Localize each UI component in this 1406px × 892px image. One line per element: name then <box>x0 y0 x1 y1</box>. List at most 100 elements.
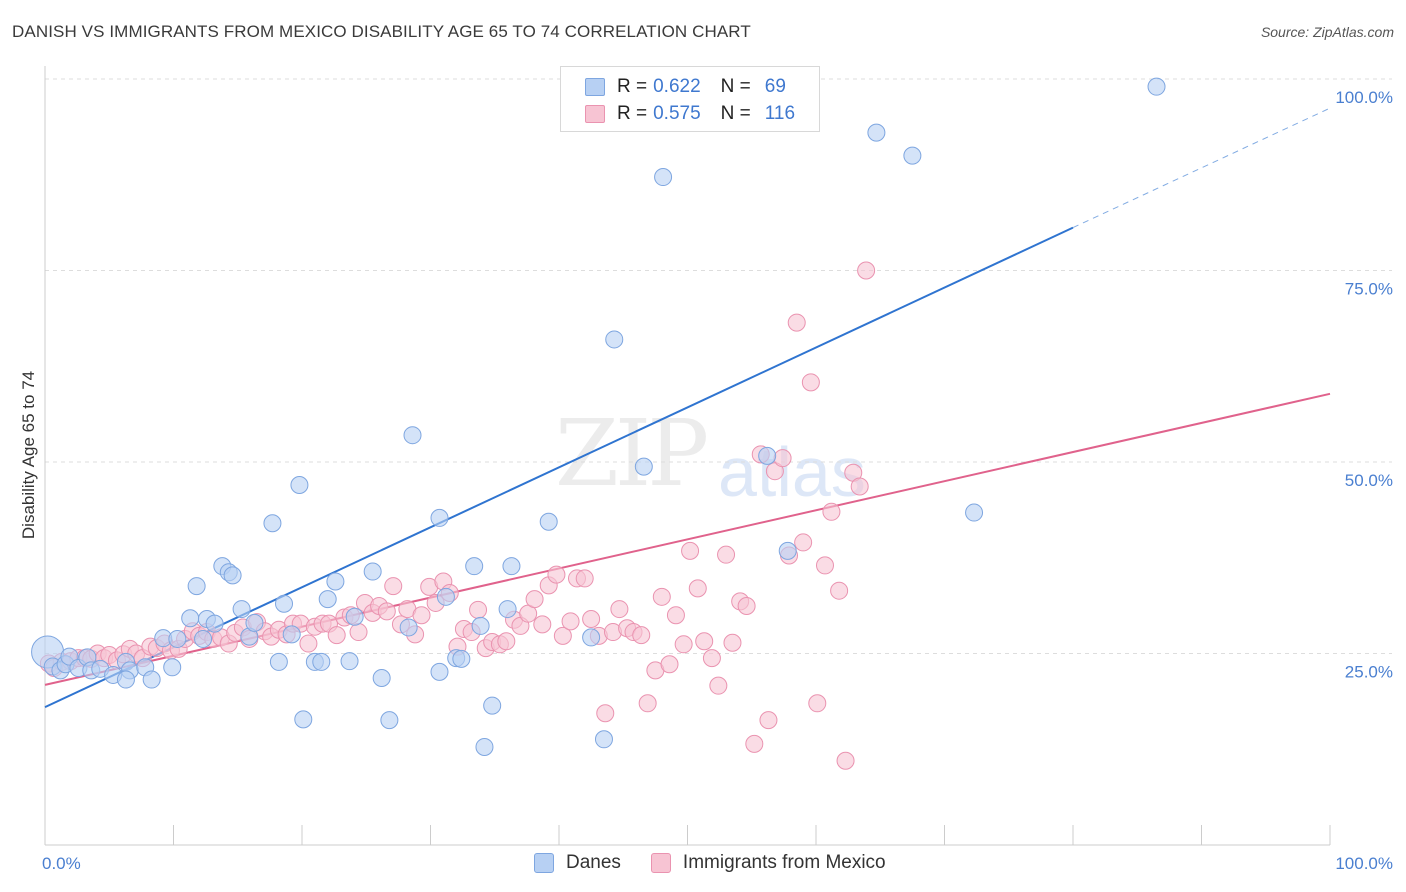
data-point-mexico <box>794 533 813 552</box>
data-point-mexico <box>745 734 764 753</box>
data-point-danes <box>275 594 294 613</box>
data-point-mexico <box>717 545 736 564</box>
data-point-danes <box>867 123 886 142</box>
data-point-danes <box>465 557 484 576</box>
legend-r-value: 0.575 <box>653 103 701 124</box>
data-point-danes <box>539 512 558 531</box>
chart-title: DANISH VS IMMIGRANTS FROM MEXICO DISABIL… <box>12 22 751 41</box>
data-point-mexico <box>547 565 566 584</box>
data-point-danes <box>1147 77 1166 96</box>
data-point-mexico <box>349 623 368 642</box>
trend-extension-danes <box>1072 107 1331 229</box>
bottom-legend: Danes Immigrants from Mexico <box>534 852 916 874</box>
data-point-danes <box>269 652 288 671</box>
legend-n-label: N = <box>720 76 751 97</box>
data-point-danes <box>142 670 161 689</box>
data-point-mexico <box>412 606 431 625</box>
y-tick-label: 100.0% <box>1335 88 1393 107</box>
data-point-mexico <box>327 626 346 645</box>
axes <box>44 66 1331 846</box>
data-point-danes <box>312 652 331 671</box>
data-point-mexico <box>652 587 671 606</box>
legend-r-value: 0.622 <box>653 76 701 97</box>
data-point-danes <box>965 503 984 522</box>
data-point-danes <box>290 475 309 494</box>
data-point-mexico <box>759 711 778 730</box>
data-point-danes <box>430 662 449 681</box>
data-point-danes <box>294 710 313 729</box>
data-point-danes <box>223 566 242 585</box>
data-point-mexico <box>660 655 679 674</box>
y-axis-label: Disability Age 65 to 74 <box>19 371 38 539</box>
data-point-danes <box>778 541 797 560</box>
data-point-mexico <box>737 597 756 616</box>
data-point-mexico <box>702 649 721 668</box>
data-point-mexico <box>299 634 318 653</box>
source-label: Source: ZipAtlas.com <box>1260 24 1394 40</box>
data-point-danes <box>282 625 301 644</box>
data-point-mexico <box>709 676 728 695</box>
legend-row-danes: R = 0.622 N = 69 <box>585 76 786 98</box>
data-point-danes <box>380 711 399 730</box>
trend-lines <box>44 107 1331 709</box>
data-point-danes <box>452 649 471 668</box>
data-point-danes <box>345 607 364 626</box>
legend-swatch-danes <box>585 78 605 96</box>
y-tick-label: 75.0% <box>1345 280 1393 299</box>
data-point-mexico <box>666 606 685 625</box>
tick-labels: 25.0% 50.0% 75.0% 100.0% 0.0% 100.0% <box>42 88 1393 873</box>
data-point-mexico <box>561 612 580 631</box>
data-point-danes <box>363 562 382 581</box>
data-point-danes <box>471 616 490 635</box>
y-tick-label: 25.0% <box>1345 663 1393 682</box>
data-point-danes <box>594 730 613 749</box>
data-point-mexico <box>688 579 707 598</box>
legend-n-label: N = <box>720 103 751 124</box>
bottom-legend-swatch-danes <box>534 853 554 873</box>
data-point-danes <box>430 508 449 527</box>
data-point-danes <box>436 587 455 606</box>
data-point-danes <box>163 658 182 677</box>
data-point-mexico <box>377 602 396 621</box>
data-point-mexico <box>638 694 657 713</box>
legend-n-value: 116 <box>764 103 796 124</box>
data-point-danes <box>187 577 206 596</box>
data-point-mexico <box>575 569 594 588</box>
series-danes-points <box>31 77 1166 756</box>
data-point-danes <box>483 696 502 715</box>
legend-box: R = 0.622 N = 69 R = 0.575 N = 116 <box>560 66 820 132</box>
data-point-mexico <box>815 556 834 575</box>
watermark-atlas: atlas <box>718 433 866 511</box>
data-point-mexico <box>497 632 516 651</box>
data-point-mexico <box>533 615 552 634</box>
data-point-mexico <box>525 590 544 609</box>
data-point-danes <box>205 614 224 633</box>
bottom-legend-swatch-mexico <box>650 853 671 873</box>
bottom-legend-mexico[interactable]: Immigrants from Mexico <box>650 852 886 874</box>
data-point-danes <box>634 457 653 476</box>
data-point-mexico <box>674 635 693 654</box>
data-point-danes <box>318 590 337 609</box>
watermark-zip: ZIP <box>555 400 709 507</box>
data-point-danes <box>502 557 521 576</box>
data-point-mexico <box>596 704 615 723</box>
data-point-mexico <box>808 694 827 713</box>
data-point-mexico <box>836 751 855 770</box>
data-point-danes <box>403 426 422 445</box>
data-point-danes <box>116 670 135 689</box>
bottom-legend-label-danes: Danes <box>566 852 621 873</box>
bottom-legend-label-mexico: Immigrants from Mexico <box>682 852 886 873</box>
data-point-danes <box>399 618 418 637</box>
legend-r-label: R = <box>617 103 648 124</box>
data-point-mexico <box>469 600 488 619</box>
legend-r-label: R = <box>617 76 648 97</box>
bottom-legend-danes[interactable]: Danes <box>534 852 621 874</box>
data-point-mexico <box>610 600 629 619</box>
data-point-danes <box>372 669 391 688</box>
data-point-danes <box>245 613 264 632</box>
legend-n-value: 69 <box>764 76 786 97</box>
data-point-mexico <box>773 449 792 468</box>
data-point-danes <box>326 572 345 591</box>
legend-row-mexico: R = 0.575 N = 116 <box>585 103 795 125</box>
data-point-danes <box>263 514 282 533</box>
